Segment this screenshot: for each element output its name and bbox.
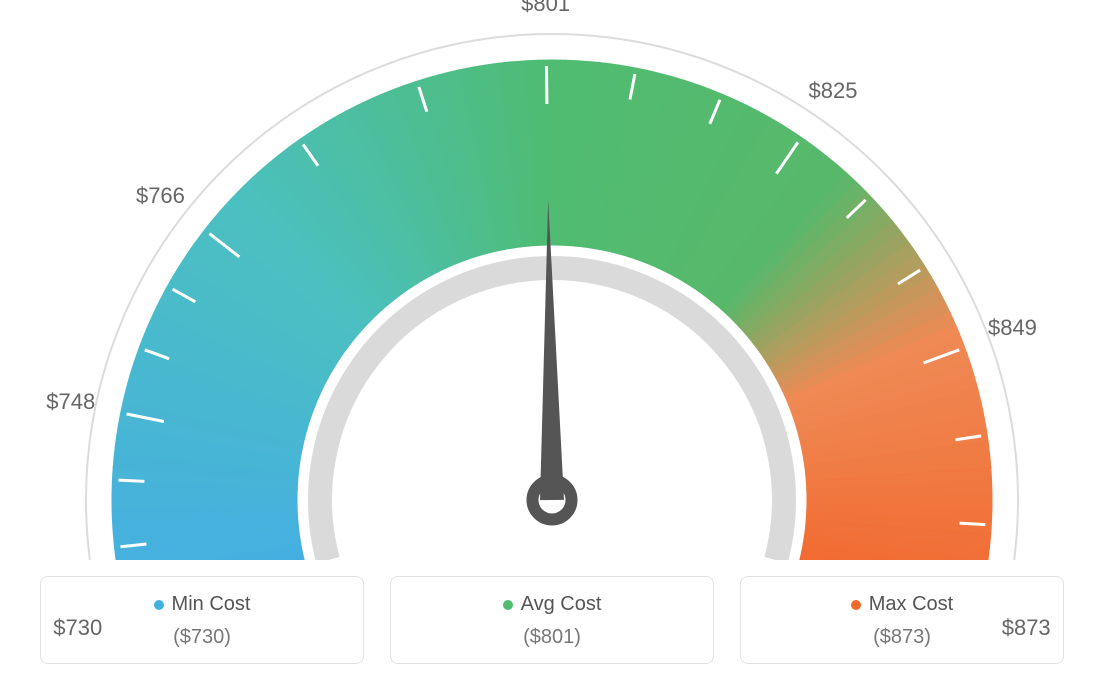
legend-value-min: ($730) (51, 626, 353, 649)
tick-label: $748 (46, 389, 95, 415)
gauge-area: $730$748$766$801$825$849$873 (0, 0, 1104, 560)
tick-label: $849 (988, 315, 1037, 341)
cost-gauge-chart: $730$748$766$801$825$849$873 Min Cost ($… (0, 0, 1104, 690)
legend-box-max: Max Cost ($873) (740, 576, 1064, 664)
legend-title-max: Max Cost (851, 593, 953, 616)
legend-title-min: Min Cost (154, 593, 251, 616)
legend-box-avg: Avg Cost ($801) (390, 576, 714, 664)
legend-dot-avg (503, 600, 513, 610)
legend-label-max: Max Cost (869, 593, 953, 616)
legend-title-avg: Avg Cost (503, 593, 602, 616)
legend-value-max: ($873) (751, 626, 1053, 649)
tick-label: $801 (521, 0, 570, 17)
legend: Min Cost ($730) Avg Cost ($801) Max Cost… (40, 576, 1064, 664)
tick-label: $766 (136, 183, 185, 209)
legend-dot-max (851, 600, 861, 610)
legend-value-avg: ($801) (401, 626, 703, 649)
legend-box-min: Min Cost ($730) (40, 576, 364, 664)
legend-label-avg: Avg Cost (521, 593, 602, 616)
legend-dot-min (154, 600, 164, 610)
gauge-svg (0, 0, 1104, 560)
tick-label: $825 (809, 78, 858, 104)
legend-label-min: Min Cost (172, 593, 251, 616)
